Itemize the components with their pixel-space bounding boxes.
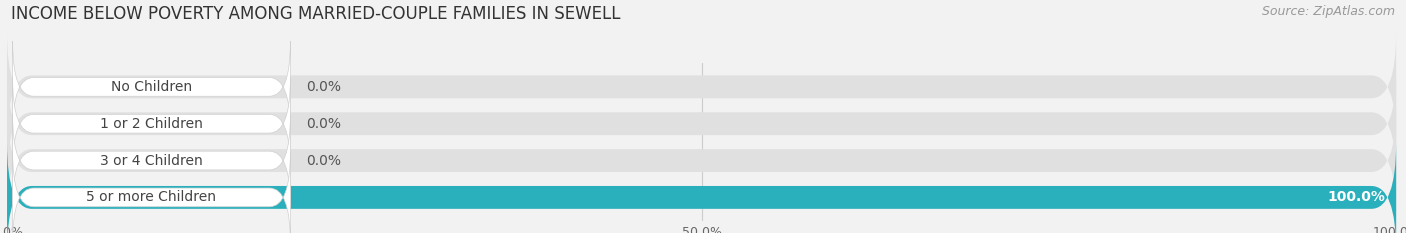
Text: 3 or 4 Children: 3 or 4 Children: [100, 154, 202, 168]
FancyBboxPatch shape: [7, 69, 1396, 179]
FancyBboxPatch shape: [7, 143, 1396, 233]
Text: 100.0%: 100.0%: [1327, 190, 1385, 204]
FancyBboxPatch shape: [13, 78, 291, 170]
Text: 0.0%: 0.0%: [305, 117, 340, 131]
FancyBboxPatch shape: [13, 151, 291, 233]
FancyBboxPatch shape: [13, 115, 291, 206]
Text: 0.0%: 0.0%: [305, 154, 340, 168]
Text: 1 or 2 Children: 1 or 2 Children: [100, 117, 202, 131]
Text: 5 or more Children: 5 or more Children: [87, 190, 217, 204]
Text: INCOME BELOW POVERTY AMONG MARRIED-COUPLE FAMILIES IN SEWELL: INCOME BELOW POVERTY AMONG MARRIED-COUPL…: [11, 5, 620, 23]
Text: 0.0%: 0.0%: [305, 80, 340, 94]
FancyBboxPatch shape: [7, 32, 1396, 142]
Text: Source: ZipAtlas.com: Source: ZipAtlas.com: [1261, 5, 1395, 18]
FancyBboxPatch shape: [7, 143, 1396, 233]
FancyBboxPatch shape: [7, 106, 1396, 216]
Text: No Children: No Children: [111, 80, 193, 94]
FancyBboxPatch shape: [13, 41, 291, 133]
